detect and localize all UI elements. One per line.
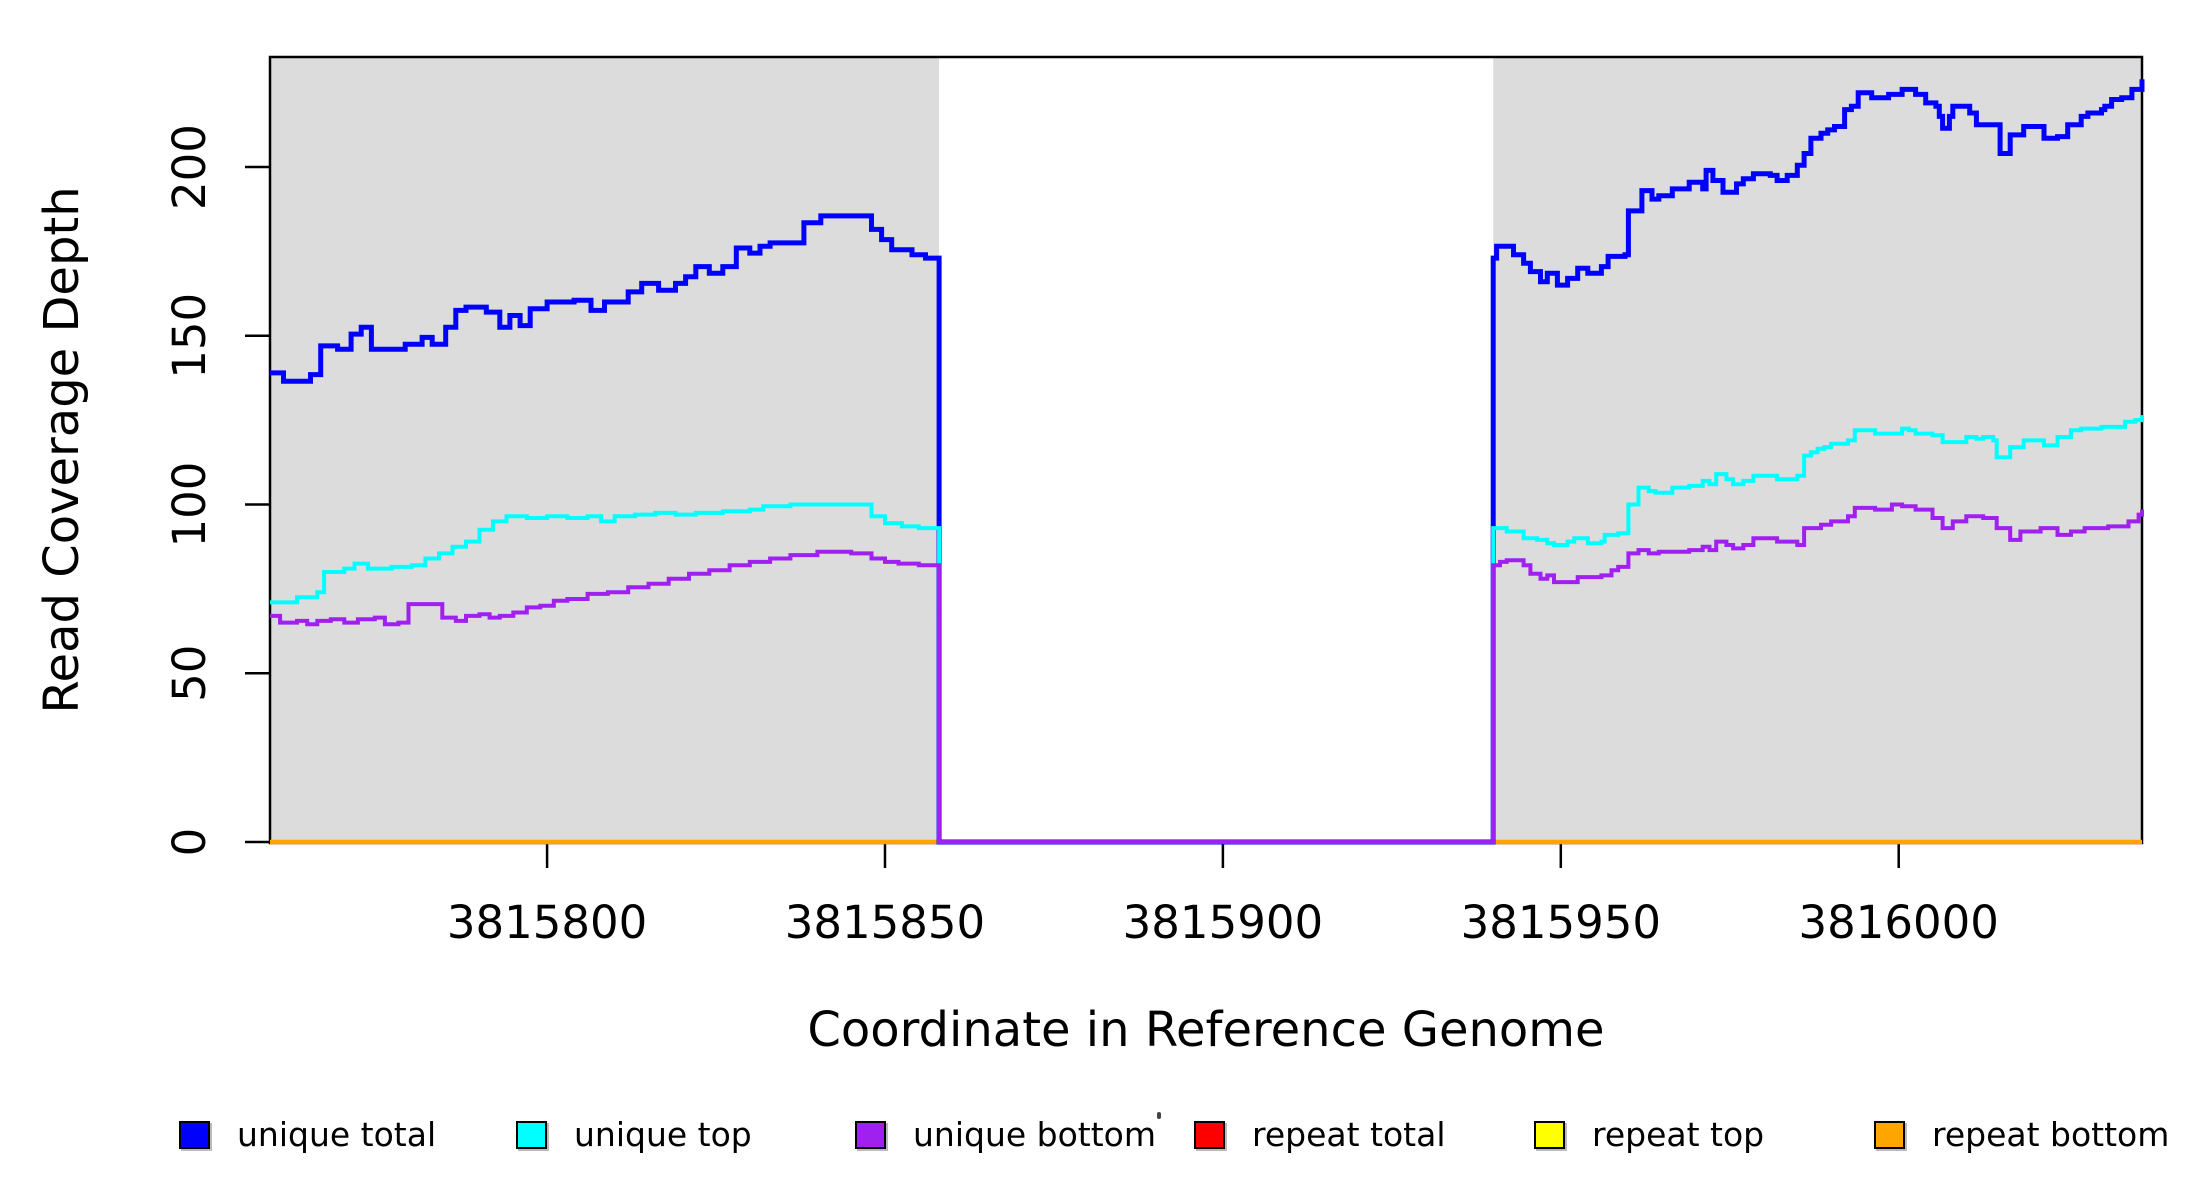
axes-layer: 3815800 3815850 3815900 3815950 3816000 0 50 10… (163, 55, 2144, 949)
legend-item-repeat-top: repeat top (1534, 1115, 1764, 1154)
x-tick-label: 3815850 (785, 896, 985, 949)
legend-label: repeat top (1592, 1115, 1765, 1154)
x-tick-label: 3816000 (1798, 896, 1998, 949)
legend-label: unique top (574, 1115, 752, 1154)
y-tick-label: 150 (163, 293, 216, 379)
y-tick-label: 50 (163, 645, 216, 702)
legend-label: repeat bottom (1932, 1115, 2170, 1154)
legend-label: unique bottom (913, 1115, 1157, 1154)
y-axis-title: Read Coverage Depth (34, 186, 90, 713)
series-layer (270, 79, 2145, 845)
legend-swatch-repeat-total (1194, 1120, 1225, 1149)
x-tick-label: 3815800 (447, 896, 647, 949)
legend: unique total unique top unique bottom repea… (0, 0, 2200, 1154)
stray-mark (1157, 1112, 1161, 1119)
y-tick-label: 0 (163, 828, 216, 857)
legend-item-unique-total: unique total (179, 1115, 436, 1154)
legend-swatch-unique-top (516, 1120, 547, 1149)
legend-swatch-unique-bottom (855, 1120, 886, 1149)
legend-item-unique-bottom: unique bottom (855, 1115, 1156, 1154)
x-axis-title: Coordinate in Reference Genome (807, 1002, 1604, 1058)
y-tick-label: 100 (163, 462, 216, 548)
series-unique-bottom (270, 502, 2144, 844)
legend-item-repeat-total: repeat total (1194, 1115, 1446, 1154)
y-tick-label: 200 (163, 124, 216, 210)
legend-item-repeat-bottom: repeat bottom (1874, 1115, 2169, 1154)
legend-swatch-unique-total (179, 1120, 210, 1149)
plot-background-layer (270, 57, 2142, 843)
series-unique-top (270, 415, 2144, 844)
legend-label: repeat total (1252, 1115, 1446, 1154)
legend-label: unique total (237, 1115, 437, 1154)
legend-swatch-repeat-top (1534, 1120, 1565, 1149)
series-unique-total (270, 79, 2145, 845)
x-tick-label: 3815900 (1123, 896, 1323, 949)
x-tick-label: 3815950 (1461, 896, 1661, 949)
legend-item-unique-top: unique top (516, 1115, 752, 1154)
shaded-region (270, 57, 940, 843)
legend-swatch-repeat-bottom (1874, 1120, 1905, 1149)
